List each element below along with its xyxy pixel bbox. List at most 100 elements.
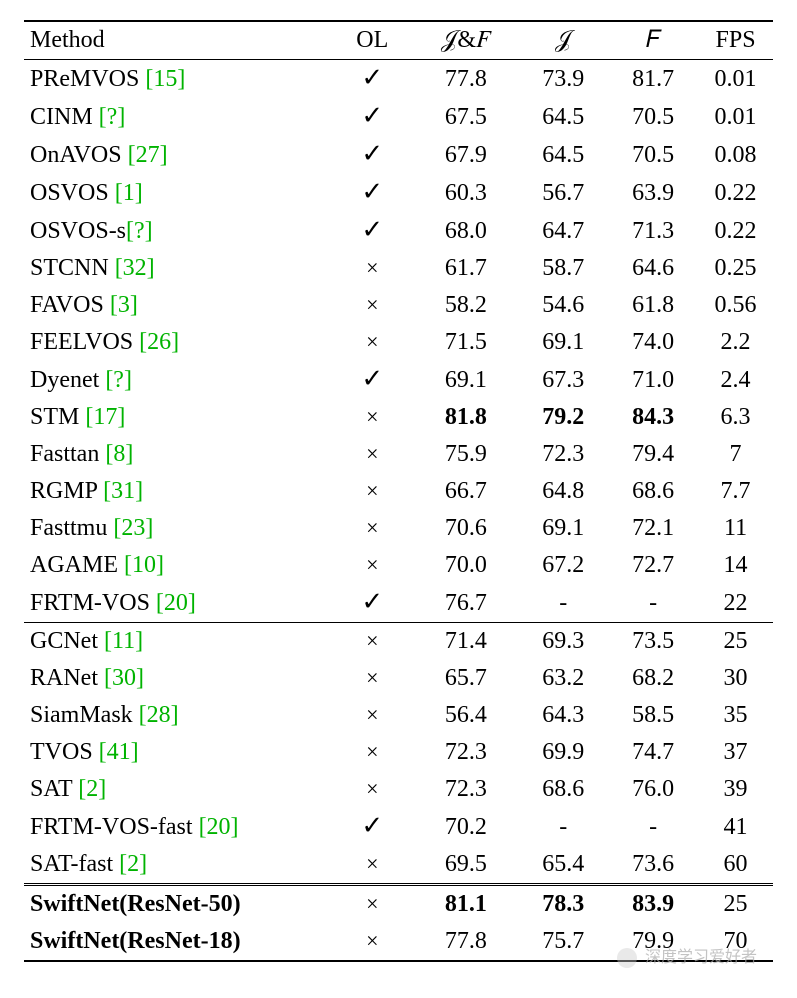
citation-link[interactable]: [28] — [139, 702, 179, 728]
method-name: RGMP — [30, 478, 97, 504]
cell-jf: 77.8 — [413, 60, 518, 99]
cell-fps: 25 — [698, 885, 773, 924]
citation-link[interactable]: [32] — [115, 255, 155, 281]
cell-ol: ✓ — [331, 808, 413, 846]
cell-f: 61.8 — [608, 287, 698, 324]
cell-j: 64.5 — [518, 98, 608, 136]
cross-icon: × — [366, 739, 378, 764]
cell-f: 73.6 — [608, 846, 698, 885]
citation-link[interactable]: [1] — [115, 180, 143, 206]
citation-link[interactable]: [11] — [104, 628, 143, 654]
citation-link[interactable]: [2] — [119, 851, 147, 877]
cell-f: 70.5 — [608, 136, 698, 174]
cell-j: 67.3 — [518, 361, 608, 399]
cell-f: 76.0 — [608, 771, 698, 808]
cell-jf: 58.2 — [413, 287, 518, 324]
cell-method: AGAME [10] — [24, 547, 331, 584]
cross-icon: × — [366, 628, 378, 653]
cell-j: 63.2 — [518, 660, 608, 697]
cell-method: FEELVOS [26] — [24, 324, 331, 361]
cell-jf: 81.8 — [413, 399, 518, 436]
cell-jf: 61.7 — [413, 250, 518, 287]
cell-f: 84.3 — [608, 399, 698, 436]
cell-method: GCNet [11] — [24, 623, 331, 661]
header-j: 𝒥 — [518, 21, 608, 60]
cross-icon: × — [366, 515, 378, 540]
citation-link[interactable]: [31] — [103, 478, 143, 504]
cell-f: 68.2 — [608, 660, 698, 697]
table-row: SwiftNet(ResNet-18)×77.875.779.970 — [24, 923, 773, 961]
citation-link[interactable]: [20] — [199, 814, 239, 840]
citation-link[interactable]: [41] — [99, 739, 139, 765]
cross-icon: × — [366, 851, 378, 876]
cell-f: 79.9 — [608, 923, 698, 961]
cell-fps: 7.7 — [698, 473, 773, 510]
cell-j: 68.6 — [518, 771, 608, 808]
cell-f: - — [608, 808, 698, 846]
citation-link[interactable]: [20] — [156, 590, 196, 616]
cell-jf: 77.8 — [413, 923, 518, 961]
cell-ol: ✓ — [331, 98, 413, 136]
citation-link[interactable]: [30] — [104, 665, 144, 691]
cell-ol: × — [331, 399, 413, 436]
citation-link[interactable]: [26] — [139, 329, 179, 355]
cell-method: TVOS [41] — [24, 734, 331, 771]
citation-link[interactable]: [10] — [124, 552, 164, 578]
check-icon: ✓ — [361, 587, 383, 616]
cell-method: RGMP [31] — [24, 473, 331, 510]
check-icon: ✓ — [361, 139, 383, 168]
table-row: SiamMask [28]×56.464.358.535 — [24, 697, 773, 734]
method-name: CINM — [30, 104, 93, 130]
citation-link[interactable]: [3] — [110, 292, 138, 318]
table-row: FRTM-VOS-fast [20]✓70.2--41 — [24, 808, 773, 846]
table-row: AGAME [10]×70.067.272.714 — [24, 547, 773, 584]
cell-method: STM [17] — [24, 399, 331, 436]
cell-ol: × — [331, 660, 413, 697]
cell-ol: × — [331, 697, 413, 734]
method-name: STM — [30, 404, 79, 430]
cell-j: 69.1 — [518, 324, 608, 361]
cell-method: Fasttmu [23] — [24, 510, 331, 547]
cell-ol: × — [331, 250, 413, 287]
citation-link[interactable]: [?] — [105, 367, 132, 393]
table-row: OSVOS [1]✓60.356.763.90.22 — [24, 174, 773, 212]
cell-j: 54.6 — [518, 287, 608, 324]
cell-ol: × — [331, 510, 413, 547]
table-row: FAVOS [3]×58.254.661.80.56 — [24, 287, 773, 324]
citation-link[interactable]: [?] — [126, 218, 153, 244]
cell-j: 67.2 — [518, 547, 608, 584]
header-ol: OL — [331, 21, 413, 60]
cell-ol: × — [331, 885, 413, 924]
cross-icon: × — [366, 404, 378, 429]
cell-method: CINM [?] — [24, 98, 331, 136]
cell-fps: 0.22 — [698, 174, 773, 212]
citation-link[interactable]: [23] — [113, 515, 153, 541]
cross-icon: × — [366, 776, 378, 801]
cell-f: 70.5 — [608, 98, 698, 136]
header-jf: 𝒥&𝐹 — [413, 21, 518, 60]
cell-fps: 39 — [698, 771, 773, 808]
cell-ol: ✓ — [331, 174, 413, 212]
cell-ol: × — [331, 734, 413, 771]
cell-jf: 70.2 — [413, 808, 518, 846]
citation-link[interactable]: [15] — [145, 66, 185, 92]
cell-method: Dyenet [?] — [24, 361, 331, 399]
method-name: AGAME — [30, 552, 118, 578]
cell-f: 72.1 — [608, 510, 698, 547]
cell-fps: 25 — [698, 623, 773, 661]
citation-link[interactable]: [8] — [105, 441, 133, 467]
cross-icon: × — [366, 292, 378, 317]
citation-link[interactable]: [?] — [99, 104, 126, 130]
cell-fps: 0.22 — [698, 212, 773, 250]
cell-f: 74.7 — [608, 734, 698, 771]
cell-fps: 41 — [698, 808, 773, 846]
citation-link[interactable]: [17] — [85, 404, 125, 430]
cell-j: 75.7 — [518, 923, 608, 961]
method-name: SwiftNet(ResNet-18) — [30, 928, 241, 954]
table-row: Dyenet [?]✓69.167.371.02.4 — [24, 361, 773, 399]
citation-link[interactable]: [27] — [128, 142, 168, 168]
results-table: Method OL 𝒥&𝐹 𝒥 𝐹 FPS PReMVOS [15]✓77.87… — [24, 20, 773, 962]
cell-fps: 0.01 — [698, 60, 773, 99]
citation-link[interactable]: [2] — [78, 776, 106, 802]
cell-jf: 68.0 — [413, 212, 518, 250]
